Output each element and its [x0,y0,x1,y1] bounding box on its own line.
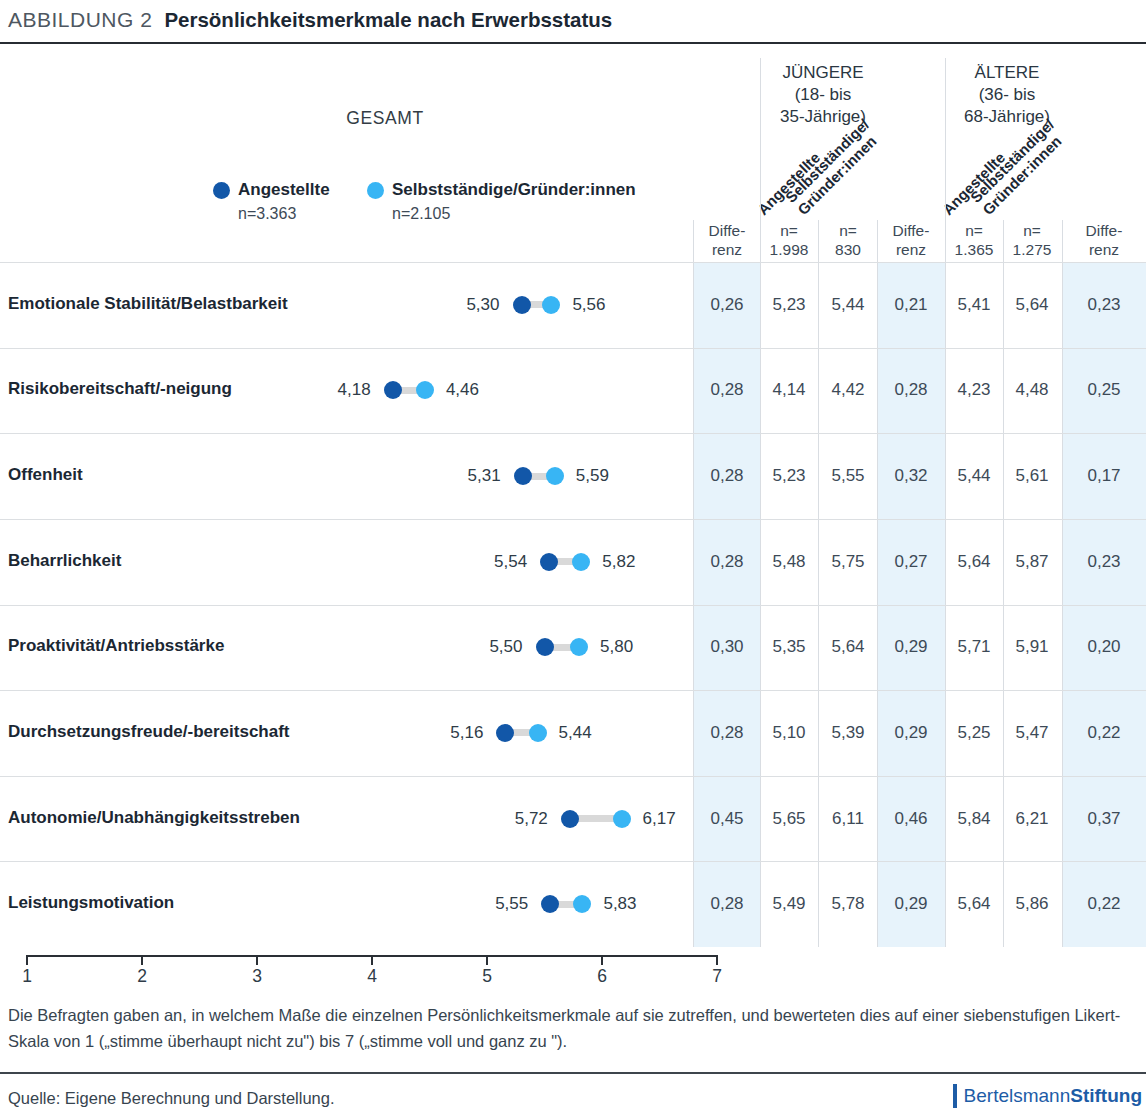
axis-tick [371,955,373,965]
axis-tick-label: 3 [237,966,277,987]
axis-tick-label: 6 [582,966,622,987]
axis-tick [26,955,28,965]
axis-tick-label: 4 [352,966,392,987]
axis-tick [486,955,488,965]
axis-tick-label: 7 [697,966,737,987]
axis-tick-label: 5 [467,966,507,987]
axis-tick [141,955,143,965]
axis-tick-label: 2 [122,966,162,987]
axis-tick [601,955,603,965]
axis-tick-label: 1 [7,966,47,987]
axis-tick [716,955,718,965]
axis-tick [256,955,258,965]
figure-container: ABBILDUNG 2 Persönlichkeitsmerkmale nach… [0,0,1146,1114]
x-axis: 1 2 3 4 5 6 7 [0,0,1146,1114]
